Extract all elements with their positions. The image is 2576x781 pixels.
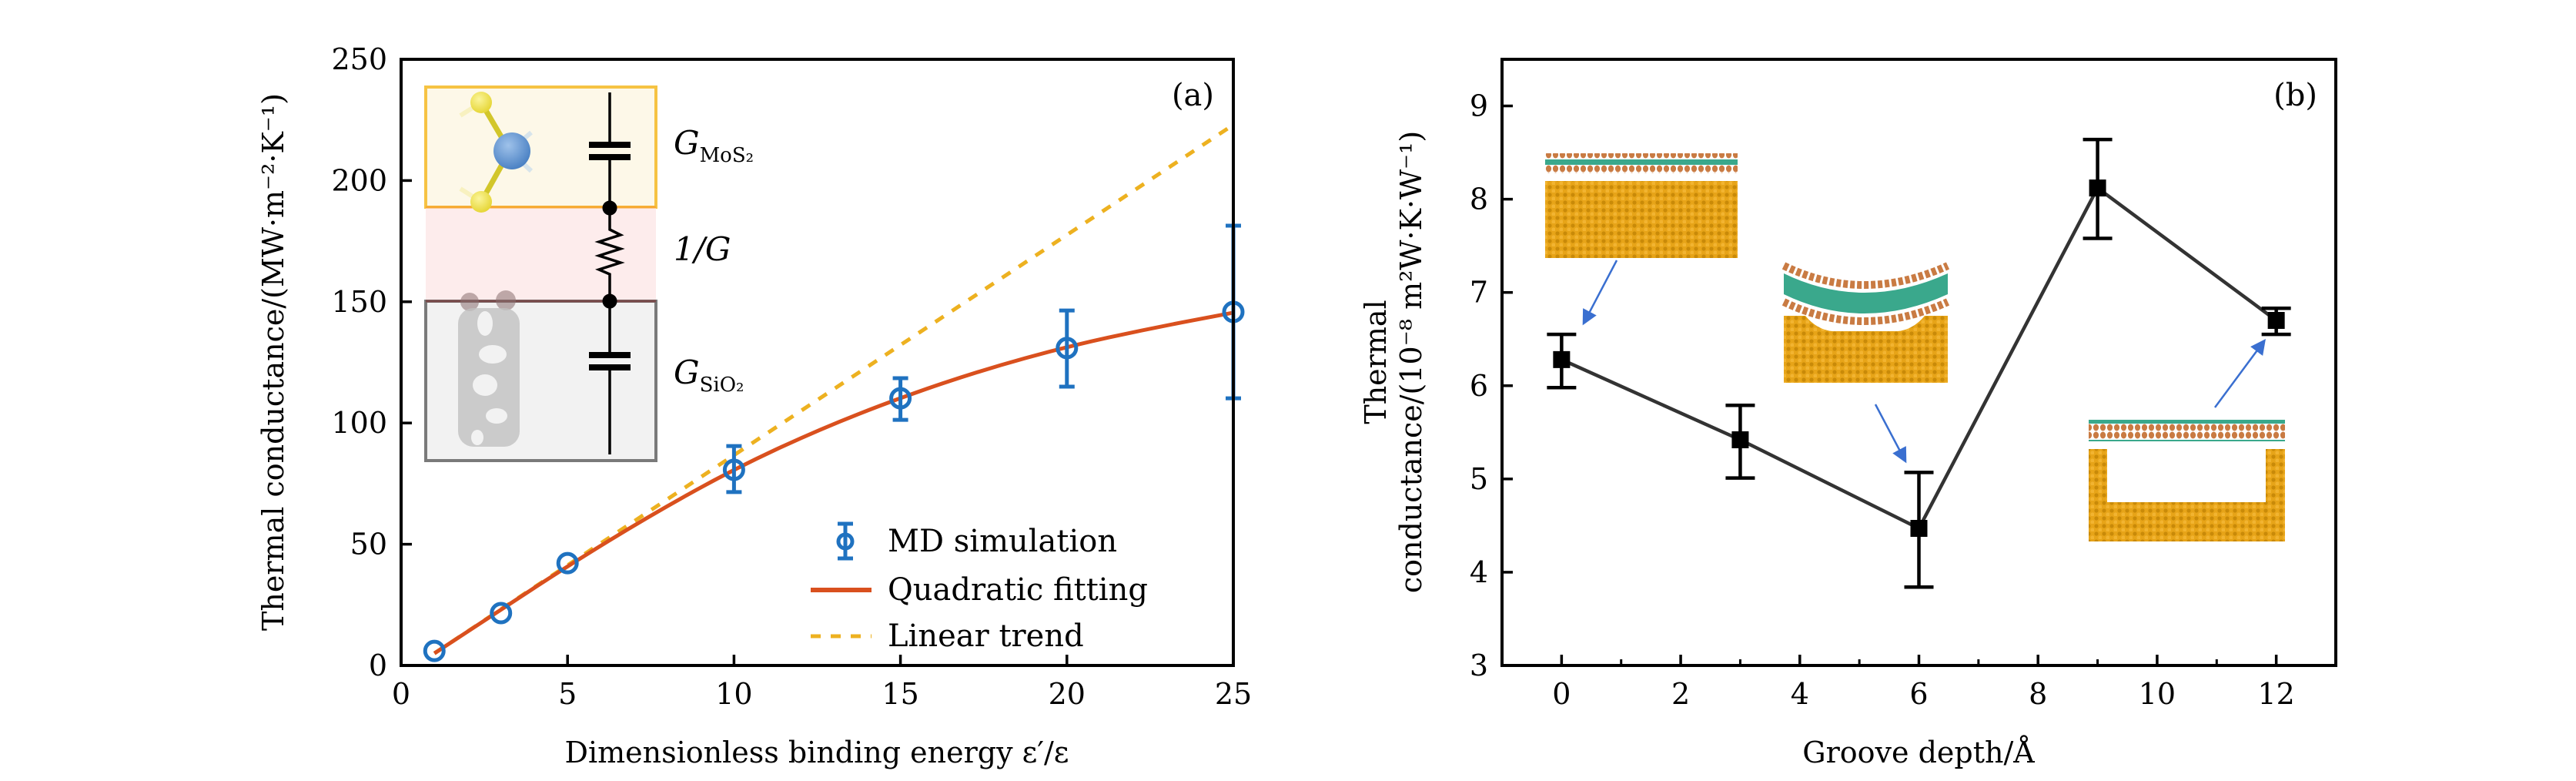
y-tick-label-a: 100 [331,406,387,440]
y-tick-label-a: 250 [331,42,387,76]
x-tick-label-b: 2 [1671,677,1690,711]
x-tick-label-a: 5 [558,677,577,711]
conductance-data-point [2261,307,2291,337]
circuit-diagram [589,92,631,454]
x-tick-label-b: 0 [1552,677,1571,711]
x-tick-label-a: 20 [1049,677,1086,711]
g-mos2-label: GMoS₂ [674,124,754,167]
x-tick-label-b: 4 [1791,677,1809,711]
y-tick-label-a: 200 [331,163,387,197]
interface-resistance-label: 1/G [674,230,731,268]
shallow-groove-structure-inset [1781,262,1950,383]
square-marker [2267,312,2285,330]
x-tick-label-a: 15 [882,677,918,711]
md-marker [1055,337,1079,360]
x-tick-label-b: 6 [1909,677,1928,711]
x-tick-label-b: 12 [2257,677,2294,711]
x-tick-label-a: 10 [715,677,752,711]
md-data-point [556,551,579,575]
y-tick-label-b: 4 [1470,555,1488,589]
interface-region [426,207,656,301]
md-data-point [889,376,912,422]
x-tick-label-a: 0 [392,677,410,711]
y-tick-label-b: 5 [1470,462,1488,496]
flat-substrate-structure-inset [1545,153,1738,258]
md-data-point [1055,308,1079,389]
axes-frame-a [400,58,1235,667]
legend-marker-md [836,521,855,561]
y-tick-label-b: 7 [1470,276,1488,310]
md-data-point [722,444,745,494]
inset-arrows [1582,260,2266,464]
sio2-region [424,300,657,462]
conductance-data-point [1904,471,1934,589]
md-marker [556,551,579,575]
md-marker [423,639,446,662]
y-tick-label-a: 0 [369,649,387,682]
sio2-structure-icon [458,290,520,447]
y-tick-label-a: 150 [331,285,387,319]
square-marker [1731,431,1749,448]
g-sio2-label: GSiO₂ [674,354,744,397]
md-marker [722,458,745,481]
panel-label-a: (a) [1172,78,1214,113]
x-tick-label-a: 25 [1215,677,1252,711]
legend-label-quadratic: Quadratic fitting [888,572,1148,608]
thermal-circuit-inset: GMoS₂ 1/G GSiO₂ [424,85,754,462]
x-axis-label-b: Groove depth/Å [1802,736,2035,769]
conductance-data-point [2083,137,2113,240]
y-axis-label-b-line1: Thermal [1359,300,1393,424]
square-marker [1910,520,1928,538]
md-data-point [423,639,446,662]
conductance-data-point [1547,332,1577,390]
md-marker [889,387,912,410]
legend-label-linear: Linear trend [888,618,1084,654]
square-marker [1553,350,1571,368]
conductance-data-point [1725,403,1755,480]
y-axis-label-a: Thermal conductance/(MW·m⁻²·K⁻¹) [256,93,290,631]
x-axis-label-a: Dimensionless binding energy ε′/ε [565,736,1069,769]
x-tick-label-b: 10 [2139,677,2176,711]
arrow-to-x0-icon [1582,260,1618,326]
panel-b: 0 2 4 6 8 10 12 3 4 5 6 7 8 9 (b) Groove depth/Å Ther… [1359,58,2337,769]
md-data-point [490,602,513,625]
deep-groove-structure-inset [2089,420,2285,541]
y-tick-label-b: 3 [1470,649,1488,682]
arrow-to-x6-icon [1874,404,1907,464]
legend-label-md: MD simulation [888,524,1117,559]
y-tick-label-b: 8 [1470,183,1488,216]
x-tick-label-b: 8 [2029,677,2047,711]
y-tick-label-b: 9 [1470,89,1488,123]
square-marker [2089,179,2106,197]
arrow-to-x12-icon [2213,338,2266,408]
plot-area-b [1547,137,2291,589]
y-tick-label-a: 50 [350,528,387,561]
mos2-molecule-icon [459,92,534,213]
legend-a: MD simulation Quadratic fitting Linear t… [811,521,1148,654]
y-axis-label-b-line2: conductance/(10⁻⁸ m²W·K·W⁻¹) [1394,131,1428,593]
md-marker [490,602,513,625]
panel-label-b: (b) [2273,78,2317,113]
panel-a: GMoS₂ 1/G GSiO₂ 0 5 10 15 20 2505010015020025… [256,42,1252,769]
y-tick-label-b: 6 [1470,369,1488,403]
resistor-icon [594,208,625,301]
ticks-b: 0 2 4 6 8 10 12 3 4 5 6 7 8 9 [1470,89,2295,711]
